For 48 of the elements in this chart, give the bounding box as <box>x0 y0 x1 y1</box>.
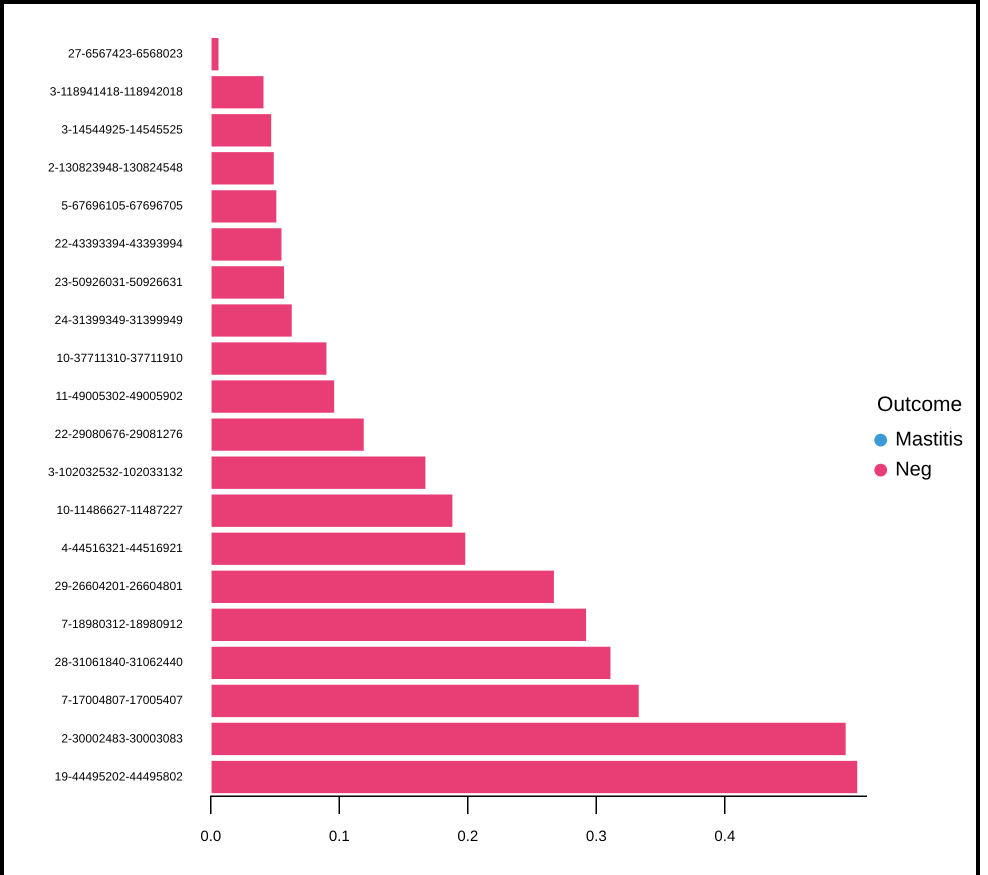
x-tick-label: 0.1 <box>328 828 350 846</box>
y-tick-label: 10-37711310-37711910 <box>56 350 184 365</box>
y-tick-label: 3-102032532-102033132 <box>48 464 184 479</box>
y-tick-label: 4-44516321-44516921 <box>61 541 184 556</box>
bar <box>212 494 452 527</box>
bar <box>212 722 846 756</box>
y-tick-label: 22-43393394-43393994 <box>54 236 184 251</box>
bar <box>212 190 276 223</box>
bar <box>212 684 639 718</box>
bar <box>212 342 326 375</box>
bar <box>212 570 554 603</box>
y-tick-label: 29-26604201-26604801 <box>54 579 184 594</box>
y-tick-label: 2-130823948-130824548 <box>48 160 184 175</box>
y-tick-label: 7-18980312-18980912 <box>61 617 184 632</box>
y-tick-label: 19-44495202-44495802 <box>54 769 184 784</box>
x-tick-label: 0.3 <box>586 828 607 846</box>
bar <box>212 76 264 108</box>
bar <box>212 266 284 299</box>
y-tick-label: 3-118941418-118942018 <box>50 84 184 99</box>
x-tick-label: 0.0 <box>200 828 222 846</box>
y-tick-label: 11-49005302-49005902 <box>56 388 184 403</box>
y-tick-label: 10-11486627-11487227 <box>56 503 184 518</box>
bar <box>212 152 274 185</box>
y-tick-label: 23-50926031-50926631 <box>54 274 184 289</box>
bar <box>212 304 292 337</box>
bar <box>212 760 858 794</box>
y-tick-label: 7-17004807-17005407 <box>61 693 184 708</box>
legend-label: Neg <box>895 458 932 481</box>
legend-label: Mastitis <box>895 428 964 451</box>
bar <box>212 38 219 70</box>
bar <box>212 532 466 565</box>
y-tick-label: 27-6567423-6568023 <box>68 46 184 61</box>
bar <box>212 646 610 680</box>
bar <box>212 608 586 641</box>
bar <box>212 228 282 261</box>
y-tick-label: 5-67696105-67696705 <box>61 198 184 213</box>
x-tick-label: 0.2 <box>457 828 478 846</box>
legend-title: Outcome <box>877 393 962 416</box>
bar <box>212 114 272 146</box>
bar <box>212 418 364 451</box>
y-tick-label: 2-30002483-30003083 <box>61 731 184 746</box>
y-tick-label: 22-29080676-29081276 <box>54 426 184 441</box>
y-tick-label: 28-31061840-31062440 <box>54 655 184 670</box>
y-tick-label: 24-31399349-31399949 <box>54 312 184 327</box>
y-tick-label: 3-14544925-14545525 <box>61 122 184 137</box>
x-tick-label: 0.4 <box>714 828 736 846</box>
bar <box>212 456 426 489</box>
bar <box>212 380 334 413</box>
